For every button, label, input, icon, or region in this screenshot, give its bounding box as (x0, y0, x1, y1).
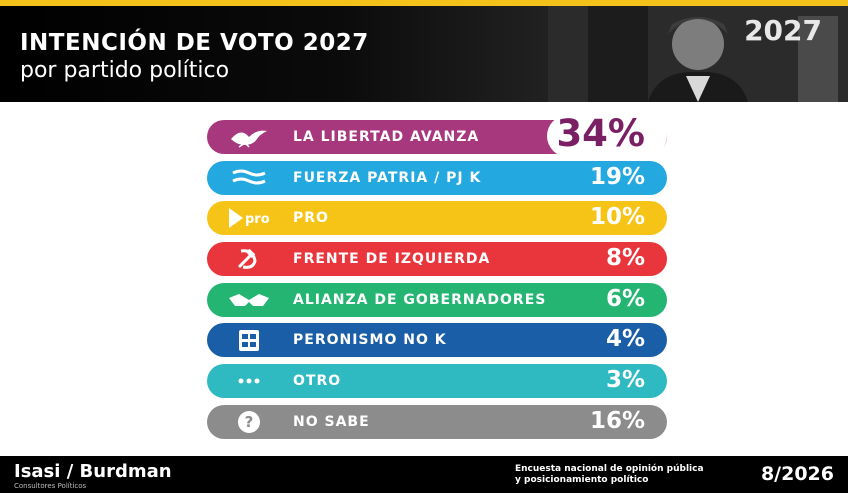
bar-value-label: 6% (605, 285, 645, 312)
bar-no-sabe: ? NO SABE 16% (207, 404, 667, 439)
survey-line-2: y posicionamiento político (515, 475, 649, 485)
bar-label: ALIANZA DE GOBERNADORES (293, 291, 547, 308)
bar-label: FRENTE DE IZQUIERDA (293, 251, 491, 268)
bar-label: PERONISMO NO K (293, 332, 447, 349)
bar-label: NO SABE (293, 413, 370, 430)
bar-peronismo-no-k: PERONISMO NO K 4% (207, 323, 667, 358)
top-accent-line (0, 0, 848, 6)
year-badge: 2027 (744, 14, 822, 47)
bar-chart: LA LIBERTAD AVANZA 34% FUERZA PATRIA / PJ … (207, 112, 667, 446)
survey-date: 8/2026 (760, 463, 834, 485)
bar-frente-de-izquierda: FRENTE DE IZQUIERDA 8% (207, 242, 667, 277)
page-subtitle: por partido político (20, 58, 230, 83)
bar-value-label: 19% (589, 163, 645, 190)
dots-icon (227, 369, 271, 393)
bar-value-label: 4% (605, 326, 645, 353)
bar-value-label: 16% (589, 407, 645, 434)
header-banner: 2027 INTENCIÓN DE VOTO 2027 por partido … (0, 6, 848, 102)
survey-description: Encuesta nacional de opinión pública y p… (515, 464, 704, 486)
bar-alianza-de-gobernadores: ALIANZA DE GOBERNADORES 6% (207, 282, 667, 317)
bar-label: OTRO (293, 373, 342, 390)
bar-value-label: 34% (556, 112, 645, 155)
hammer-sickle-icon (227, 247, 271, 271)
page-title: INTENCIÓN DE VOTO 2027 (20, 30, 369, 56)
footer: Isasi / Burdman Consultores Políticos En… (0, 456, 848, 493)
bar-fuerza-patria-pj-k: FUERZA PATRIA / PJ K 19% (207, 160, 667, 195)
svg-text:?: ? (245, 413, 254, 431)
brand-subtitle: Consultores Políticos (14, 482, 87, 490)
bar-value-label: 10% (589, 204, 645, 231)
bar-value-label: 8% (605, 245, 645, 272)
flag-stripes-icon (227, 166, 271, 190)
bar-la-libertad-avanza: LA LIBERTAD AVANZA 34% (207, 112, 667, 157)
bar-otro: OTRO 3% (207, 364, 667, 399)
building-icon (227, 328, 271, 352)
bar-value-label: 3% (605, 367, 645, 394)
pro-logo-icon: pro (227, 206, 271, 230)
pro-logo-text: pro (245, 212, 270, 227)
bar-label: PRO (293, 210, 329, 227)
highlight-value-pill (547, 115, 667, 157)
bar-label: LA LIBERTAD AVANZA (293, 129, 480, 145)
survey-line-1: Encuesta nacional de opinión pública (515, 464, 704, 474)
question-icon: ? (227, 410, 271, 434)
brand-name: Isasi / Burdman (14, 461, 172, 482)
dove-icon (227, 125, 271, 149)
bar-pro: pro PRO 10% (207, 201, 667, 236)
bar-label: FUERZA PATRIA / PJ K (293, 169, 482, 186)
header-photo-art (548, 6, 848, 102)
handshake-icon (227, 288, 271, 312)
